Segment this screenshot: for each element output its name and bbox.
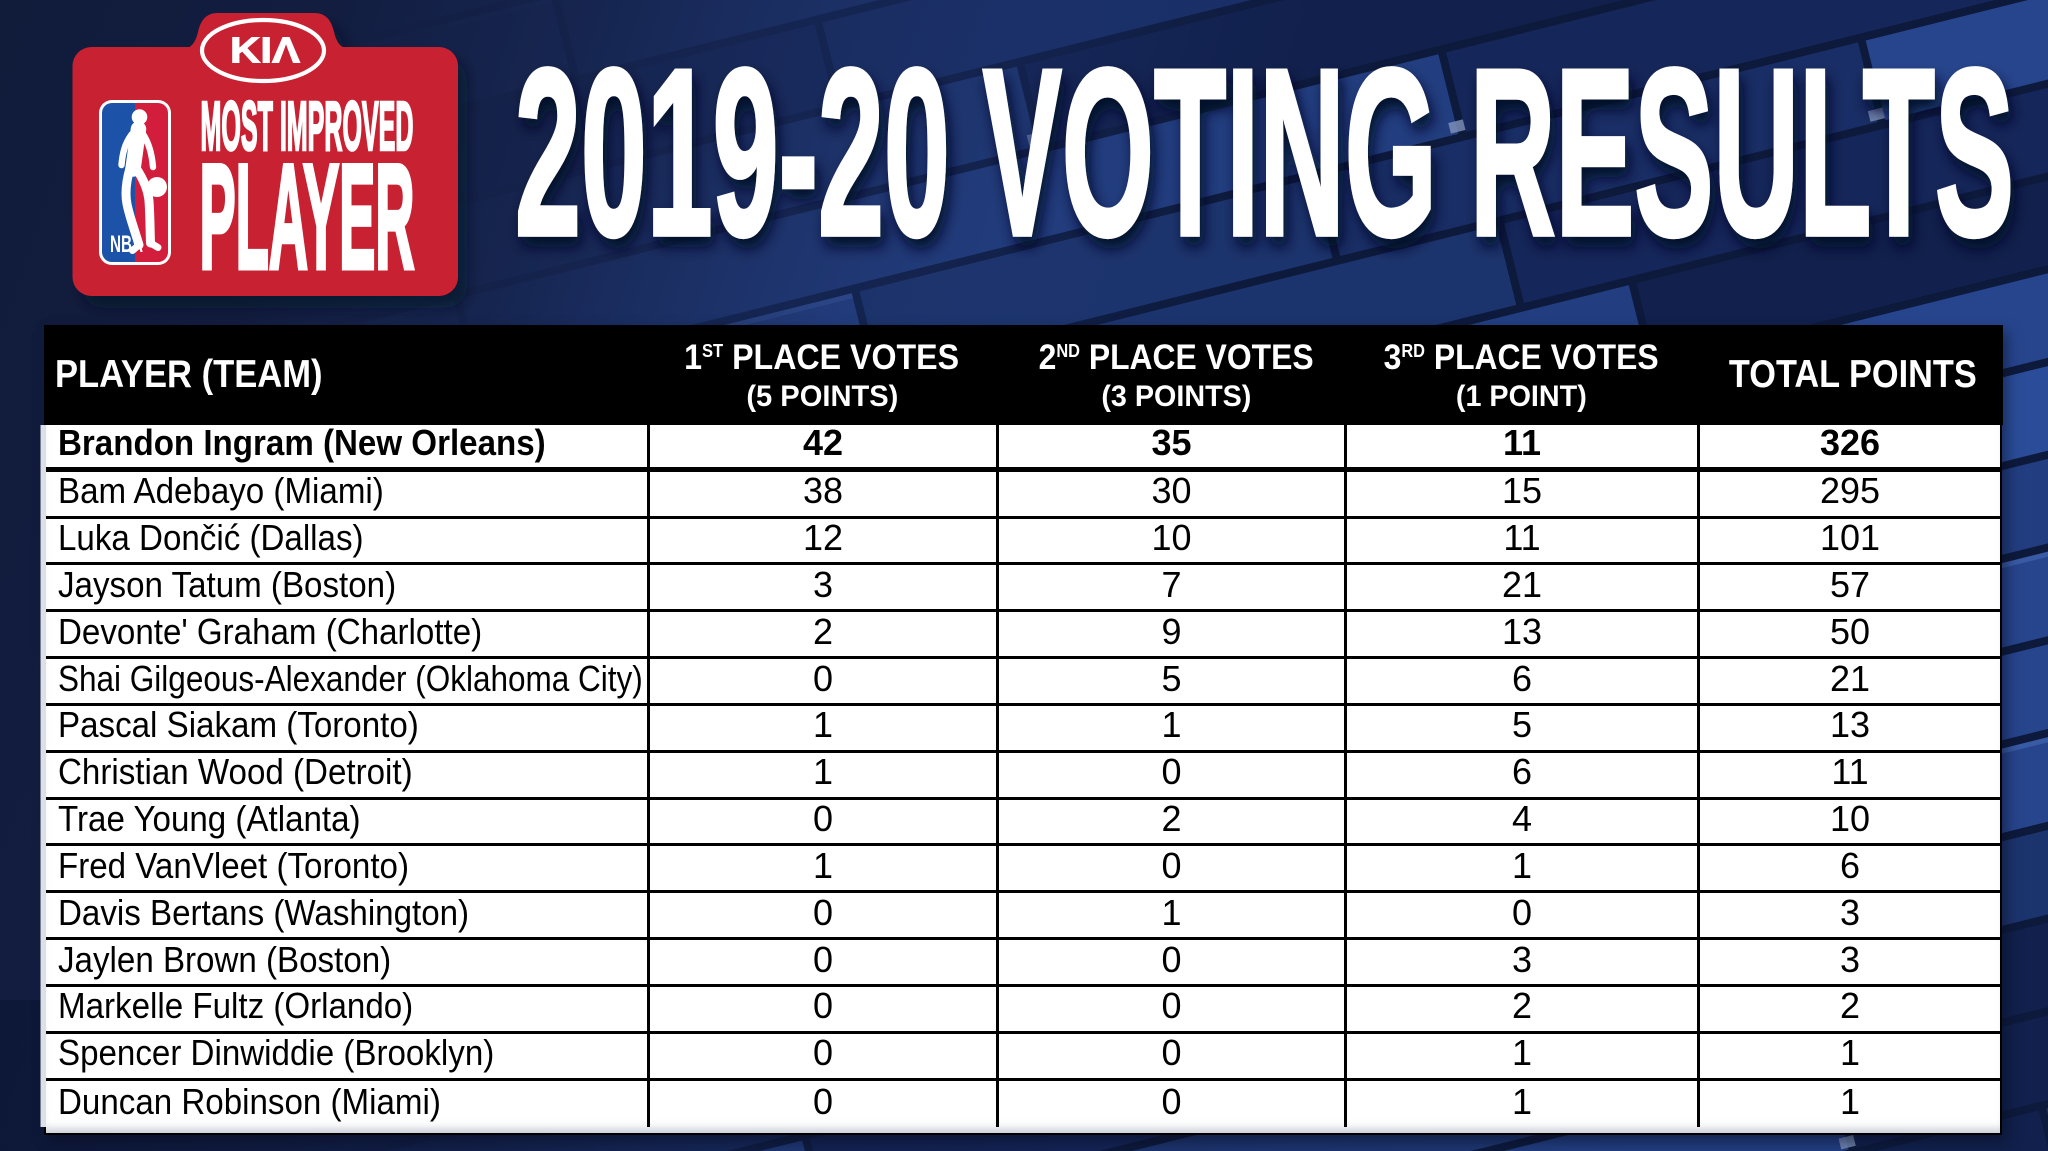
svg-text:KIΛ: KIΛ bbox=[230, 30, 300, 71]
svg-text:MOST IMPROVED: MOST IMPROVED bbox=[201, 87, 414, 165]
svg-text:NBA: NBA bbox=[110, 231, 143, 258]
svg-text:2019-20 VOTING RESULTS: 2019-20 VOTING RESULTS bbox=[515, 21, 2014, 286]
svg-text:PLAYER: PLAYER bbox=[200, 133, 415, 300]
